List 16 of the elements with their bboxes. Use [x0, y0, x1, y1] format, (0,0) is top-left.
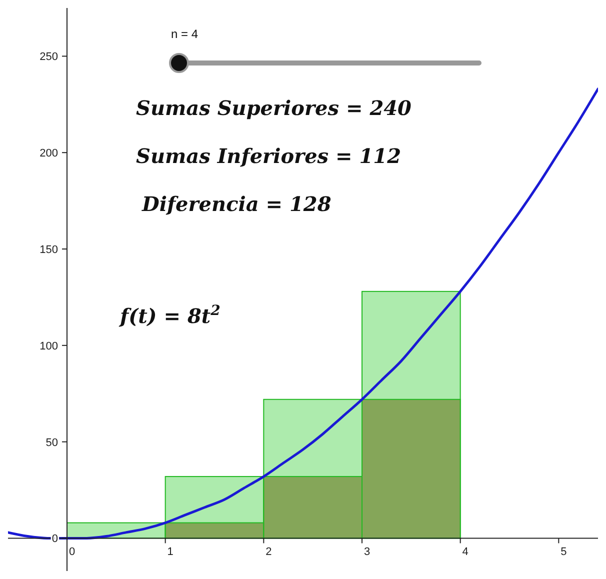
annotation: n = 4: [171, 27, 198, 41]
x-tick-label: 0: [68, 546, 76, 558]
annotation: Sumas Inferiores = 112: [136, 144, 402, 168]
x-tick-label: 1: [167, 546, 174, 558]
annotation: f(t) = 8t$^{2}$: [118, 303, 221, 328]
y-tick-label: 200: [40, 148, 58, 160]
x-tick-label: 5: [560, 546, 567, 558]
y-tick-label: 150: [40, 244, 58, 256]
y-tick-label: 250: [40, 51, 58, 64]
y-tick-label: 100: [40, 340, 58, 352]
x-tick-label: 4: [462, 546, 468, 558]
x-tick-label: 2: [266, 546, 272, 558]
x-tick-label: 3: [364, 546, 370, 558]
y-tick-label: 50: [46, 436, 58, 449]
annotation: Sumas Superiores = 240: [136, 96, 412, 120]
annotation: Diferencia = 128: [141, 192, 332, 216]
